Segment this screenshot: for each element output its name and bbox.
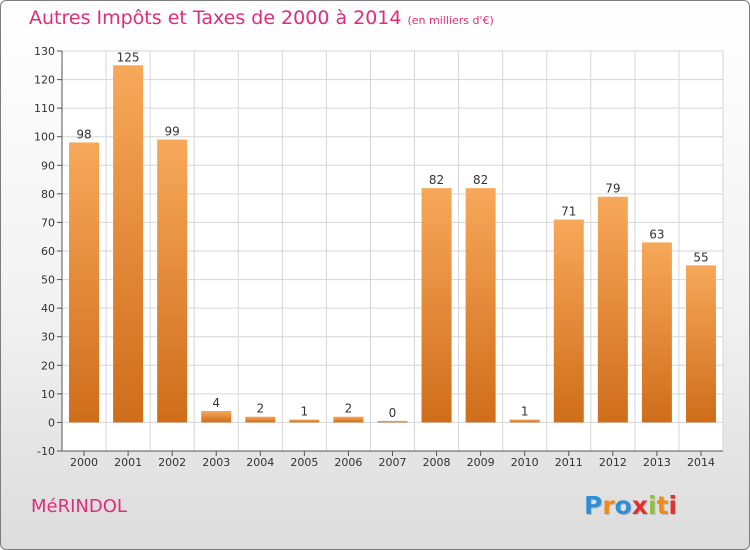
bar — [377, 420, 408, 423]
bar-value-label: 99 — [165, 125, 180, 139]
bar-value-label: 0 — [389, 406, 397, 420]
y-tick-label: 0 — [48, 416, 55, 429]
bar — [113, 65, 144, 423]
bar — [553, 219, 584, 423]
logo-letter: x — [631, 491, 648, 520]
bar — [69, 142, 100, 423]
x-tick-label: 2008 — [423, 456, 451, 469]
chart-title: Autres Impôts et Taxes de 2000 à 2014 (en… — [29, 7, 494, 29]
y-tick-label: 30 — [41, 331, 55, 344]
bar-value-label: 55 — [693, 250, 708, 264]
x-tick-label: 2001 — [114, 456, 142, 469]
bar-value-label: 2 — [345, 402, 353, 416]
y-tick-label: 80 — [41, 188, 55, 201]
bar-value-label: 1 — [301, 405, 309, 419]
y-tick-label: 50 — [41, 274, 55, 287]
bar — [465, 188, 496, 423]
x-tick-label: 2002 — [158, 456, 186, 469]
bar — [641, 242, 672, 423]
y-tick-label: 130 — [34, 45, 55, 58]
bar-value-label: 4 — [212, 396, 220, 410]
logo-letter: o — [614, 491, 632, 520]
y-tick-label: 10 — [41, 388, 55, 401]
x-tick-label: 2005 — [290, 456, 318, 469]
x-tick-label: 2010 — [511, 456, 539, 469]
bar-value-label: 71 — [561, 205, 576, 219]
bar — [157, 139, 188, 423]
bar-value-label: 79 — [605, 182, 620, 196]
bar-value-label: 125 — [117, 50, 140, 64]
x-tick-label: 2004 — [246, 456, 274, 469]
y-tick-label: 40 — [41, 302, 55, 315]
y-tick-label: 90 — [41, 159, 55, 172]
y-tick-label: -10 — [37, 445, 55, 458]
x-tick-label: 2006 — [334, 456, 362, 469]
y-tick-label: 110 — [34, 102, 55, 115]
x-tick-label: 2014 — [687, 456, 715, 469]
logo-letter: i — [648, 491, 657, 520]
logo-letter: r — [602, 491, 615, 520]
x-tick-label: 2003 — [202, 456, 230, 469]
x-tick-label: 2012 — [599, 456, 627, 469]
x-tick-label: 2013 — [643, 456, 671, 469]
bar — [201, 411, 232, 423]
x-tick-label: 2007 — [379, 456, 407, 469]
chart-subtitle: (en milliers d'€) — [407, 14, 494, 27]
chart-title-text: Autres Impôts et Taxes de 2000 à 2014 — [29, 7, 402, 29]
bar — [245, 416, 276, 423]
x-tick-label: 2009 — [467, 456, 495, 469]
bar-value-label: 98 — [76, 127, 91, 141]
bar — [333, 416, 364, 423]
x-tick-label: 2000 — [70, 456, 98, 469]
bar — [509, 419, 540, 423]
logo-letter: t — [656, 491, 669, 520]
bar-value-label: 1 — [521, 405, 529, 419]
bar-value-label: 63 — [649, 227, 664, 241]
x-tick-label: 2011 — [555, 456, 583, 469]
proxiti-logo: Proxiti — [584, 491, 677, 520]
y-tick-label: 60 — [41, 245, 55, 258]
bar-value-label: 82 — [429, 173, 444, 187]
bar — [597, 196, 628, 423]
bar-value-label: 2 — [256, 402, 264, 416]
y-tick-label: 100 — [34, 131, 55, 144]
y-tick-label: 120 — [34, 74, 55, 87]
bar — [685, 265, 716, 423]
commune-name: MéRINDOL — [31, 496, 127, 517]
bar — [421, 188, 452, 423]
y-tick-label: 70 — [41, 216, 55, 229]
bar-value-label: 82 — [473, 173, 488, 187]
bar — [289, 419, 320, 423]
logo-letter: i — [668, 491, 678, 520]
y-tick-label: 20 — [41, 359, 55, 372]
logo-letter: P — [584, 491, 603, 520]
